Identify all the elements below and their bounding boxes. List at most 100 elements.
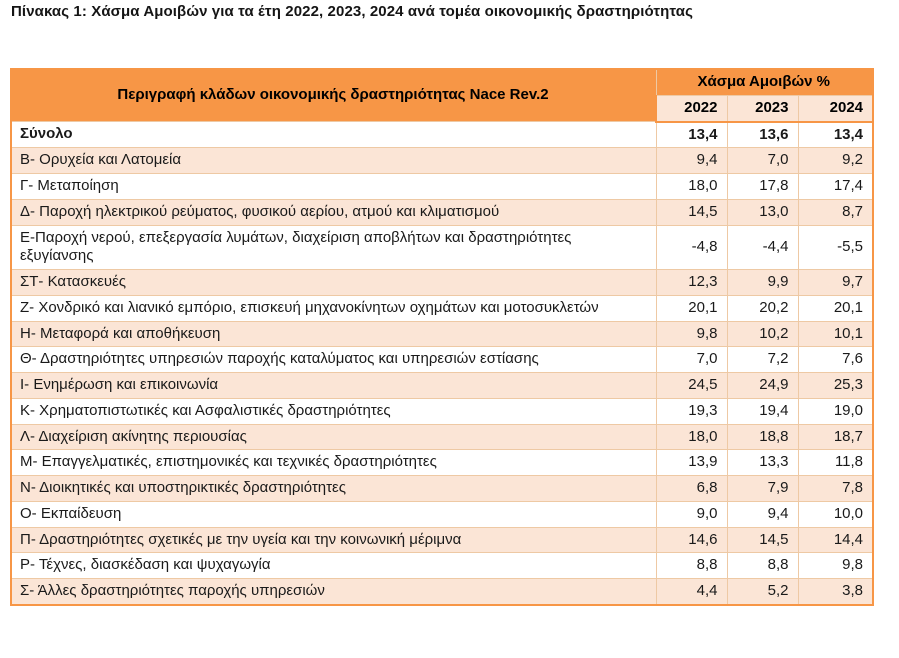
row-value-2023: 10,2: [726, 320, 799, 348]
column-header-group: Χάσμα Αμοιβών %: [655, 68, 875, 96]
row-label: Ι- Ενημέρωση και επικοινωνία: [10, 372, 657, 399]
row-value-2024: 7,8: [797, 475, 875, 502]
table-title: Πίνακας 1: Χάσμα Αμοιβών για τα έτη 2022…: [11, 3, 693, 20]
row-value-2022: 13,9: [655, 449, 728, 476]
row-value-2023: 14,5: [726, 526, 799, 554]
row-value-2023: 7,0: [726, 147, 799, 174]
row-label: Η- Μεταφορά και αποθήκευση: [10, 320, 657, 348]
row-value-2022: 12,3: [655, 269, 728, 296]
row-value-2023: 13,3: [726, 449, 799, 476]
table-row: Λ- Διαχείριση ακίνητης περιουσίας 18,0 1…: [10, 423, 875, 451]
row-value-2023: 7,9: [726, 475, 799, 502]
table-row: Ρ- Τέχνες, διασκέδαση και ψυχαγωγία 8,8 …: [10, 552, 875, 579]
row-value-2023: 17,8: [726, 173, 799, 200]
row-value-2022: 24,5: [655, 372, 728, 399]
column-header-description: Περιγραφή κλάδων οικονομικής δραστηριότη…: [10, 68, 657, 122]
row-label: Ρ- Τέχνες, διασκέδαση και ψυχαγωγία: [10, 552, 657, 579]
row-value-2022: 14,6: [655, 526, 728, 554]
table-row: Μ- Επαγγελματικές, επιστημονικές και τεχ…: [10, 449, 875, 476]
row-label: Σ- Άλλες δραστηριότητες παροχής υπηρεσιώ…: [10, 577, 657, 606]
row-value-2023: 19,4: [726, 397, 799, 425]
table-row: Σύνολο 13,4 13,6 13,4: [10, 120, 875, 149]
table-header: Περιγραφή κλάδων οικονομικής δραστηριότη…: [10, 68, 875, 123]
row-label: Λ- Διαχείριση ακίνητης περιουσίας: [10, 423, 657, 451]
row-value-2023: 7,2: [726, 346, 799, 373]
row-value-2024: -5,5: [797, 224, 875, 270]
row-value-2023: 8,8: [726, 552, 799, 579]
table-body: Σύνολο 13,4 13,6 13,4 Β- Ορυχεία και Λατ…: [10, 120, 875, 606]
row-value-2023: 13,0: [726, 198, 799, 226]
row-value-2024: 8,7: [797, 198, 875, 226]
table-row: Θ- Δραστηριότητες υπηρεσιών παροχής κατα…: [10, 346, 875, 373]
row-label: Ζ- Χονδρικό και λιανικό εμπόριο, επισκευ…: [10, 294, 657, 322]
column-header-2022: 2022: [655, 94, 728, 123]
table-row: Η- Μεταφορά και αποθήκευση 9,8 10,2 10,1: [10, 320, 875, 348]
row-value-2022: 9,0: [655, 500, 728, 528]
table-row: Ι- Ενημέρωση και επικοινωνία 24,5 24,9 2…: [10, 372, 875, 399]
row-value-2024: 7,6: [797, 346, 875, 373]
row-value-2024: 14,4: [797, 526, 875, 554]
table-row: Ο- Εκπαίδευση 9,0 9,4 10,0: [10, 500, 875, 528]
header-row-group: Περιγραφή κλάδων οικονομικής δραστηριότη…: [10, 68, 875, 122]
row-value-2024: 18,7: [797, 423, 875, 451]
row-value-2022: 9,4: [655, 147, 728, 174]
header-row-years: 2022 2023 2024: [11, 94, 875, 123]
row-label: Ε-Παροχή νερού, επεξεργασία λυμάτων, δια…: [10, 224, 657, 270]
table-row: Ε-Παροχή νερού, επεξεργασία λυμάτων, δια…: [10, 224, 875, 270]
pay-gap-table: Περιγραφή κλάδων οικονομικής δραστηριότη…: [10, 68, 875, 606]
row-value-2023: 9,9: [726, 269, 799, 296]
column-header-2023: 2023: [726, 94, 799, 123]
row-value-2024: 17,4: [797, 173, 875, 200]
row-value-2022: 9,8: [655, 320, 728, 348]
row-value-2022: 20,1: [655, 294, 728, 322]
row-value-2022: 19,3: [655, 397, 728, 425]
row-value-2024: 13,4: [797, 120, 875, 149]
row-label: Σύνολο: [10, 120, 657, 149]
row-value-2024: 25,3: [797, 372, 875, 399]
row-label: Δ- Παροχή ηλεκτρικού ρεύματος, φυσικού α…: [10, 198, 657, 226]
row-value-2024: 20,1: [797, 294, 875, 322]
table-row: Π- Δραστηριότητες σχετικές με την υγεία …: [10, 526, 875, 554]
row-value-2022: 13,4: [655, 120, 728, 149]
row-label: Θ- Δραστηριότητες υπηρεσιών παροχής κατα…: [10, 346, 657, 373]
row-label: Ν- Διοικητικές και υποστηρικτικές δραστη…: [10, 475, 657, 502]
row-label: Π- Δραστηριότητες σχετικές με την υγεία …: [10, 526, 657, 554]
row-value-2023: 9,4: [726, 500, 799, 528]
row-value-2024: 9,8: [797, 552, 875, 579]
row-label: Γ- Μεταποίηση: [10, 173, 657, 200]
row-value-2022: 6,8: [655, 475, 728, 502]
row-value-2022: 14,5: [655, 198, 728, 226]
table-row: ΣΤ- Κατασκευές 12,3 9,9 9,7: [10, 269, 875, 296]
table-row: Ν- Διοικητικές και υποστηρικτικές δραστη…: [10, 475, 875, 502]
table-row: Σ- Άλλες δραστηριότητες παροχής υπηρεσιώ…: [10, 577, 875, 606]
row-value-2022: 18,0: [655, 423, 728, 451]
row-value-2024: 11,8: [797, 449, 875, 476]
row-value-2023: 5,2: [726, 577, 799, 606]
row-value-2023: 18,8: [726, 423, 799, 451]
row-label: Κ- Χρηματοπιστωτικές και Ασφαλιστικές δρ…: [10, 397, 657, 425]
row-value-2023: 13,6: [726, 120, 799, 149]
row-label: Ο- Εκπαίδευση: [10, 500, 657, 528]
row-value-2023: -4,4: [726, 224, 799, 270]
row-value-2024: 10,1: [797, 320, 875, 348]
table-row: Κ- Χρηματοπιστωτικές και Ασφαλιστικές δρ…: [10, 397, 875, 425]
row-value-2024: 3,8: [797, 577, 875, 606]
row-label: ΣΤ- Κατασκευές: [10, 269, 657, 296]
row-value-2022: 4,4: [655, 577, 728, 606]
table-row: Γ- Μεταποίηση 18,0 17,8 17,4: [10, 173, 875, 200]
column-header-2024: 2024: [797, 94, 875, 123]
table-row: Β- Ορυχεία και Λατομεία 9,4 7,0 9,2: [10, 147, 875, 174]
table-row: Ζ- Χονδρικό και λιανικό εμπόριο, επισκευ…: [10, 294, 875, 322]
row-value-2023: 24,9: [726, 372, 799, 399]
row-value-2024: 10,0: [797, 500, 875, 528]
table-row: Δ- Παροχή ηλεκτρικού ρεύματος, φυσικού α…: [10, 198, 875, 226]
row-value-2022: -4,8: [655, 224, 728, 270]
row-value-2024: 19,0: [797, 397, 875, 425]
row-value-2024: 9,7: [797, 269, 875, 296]
row-value-2022: 7,0: [655, 346, 728, 373]
row-label: Β- Ορυχεία και Λατομεία: [10, 147, 657, 174]
row-value-2024: 9,2: [797, 147, 875, 174]
row-value-2023: 20,2: [726, 294, 799, 322]
row-value-2022: 8,8: [655, 552, 728, 579]
